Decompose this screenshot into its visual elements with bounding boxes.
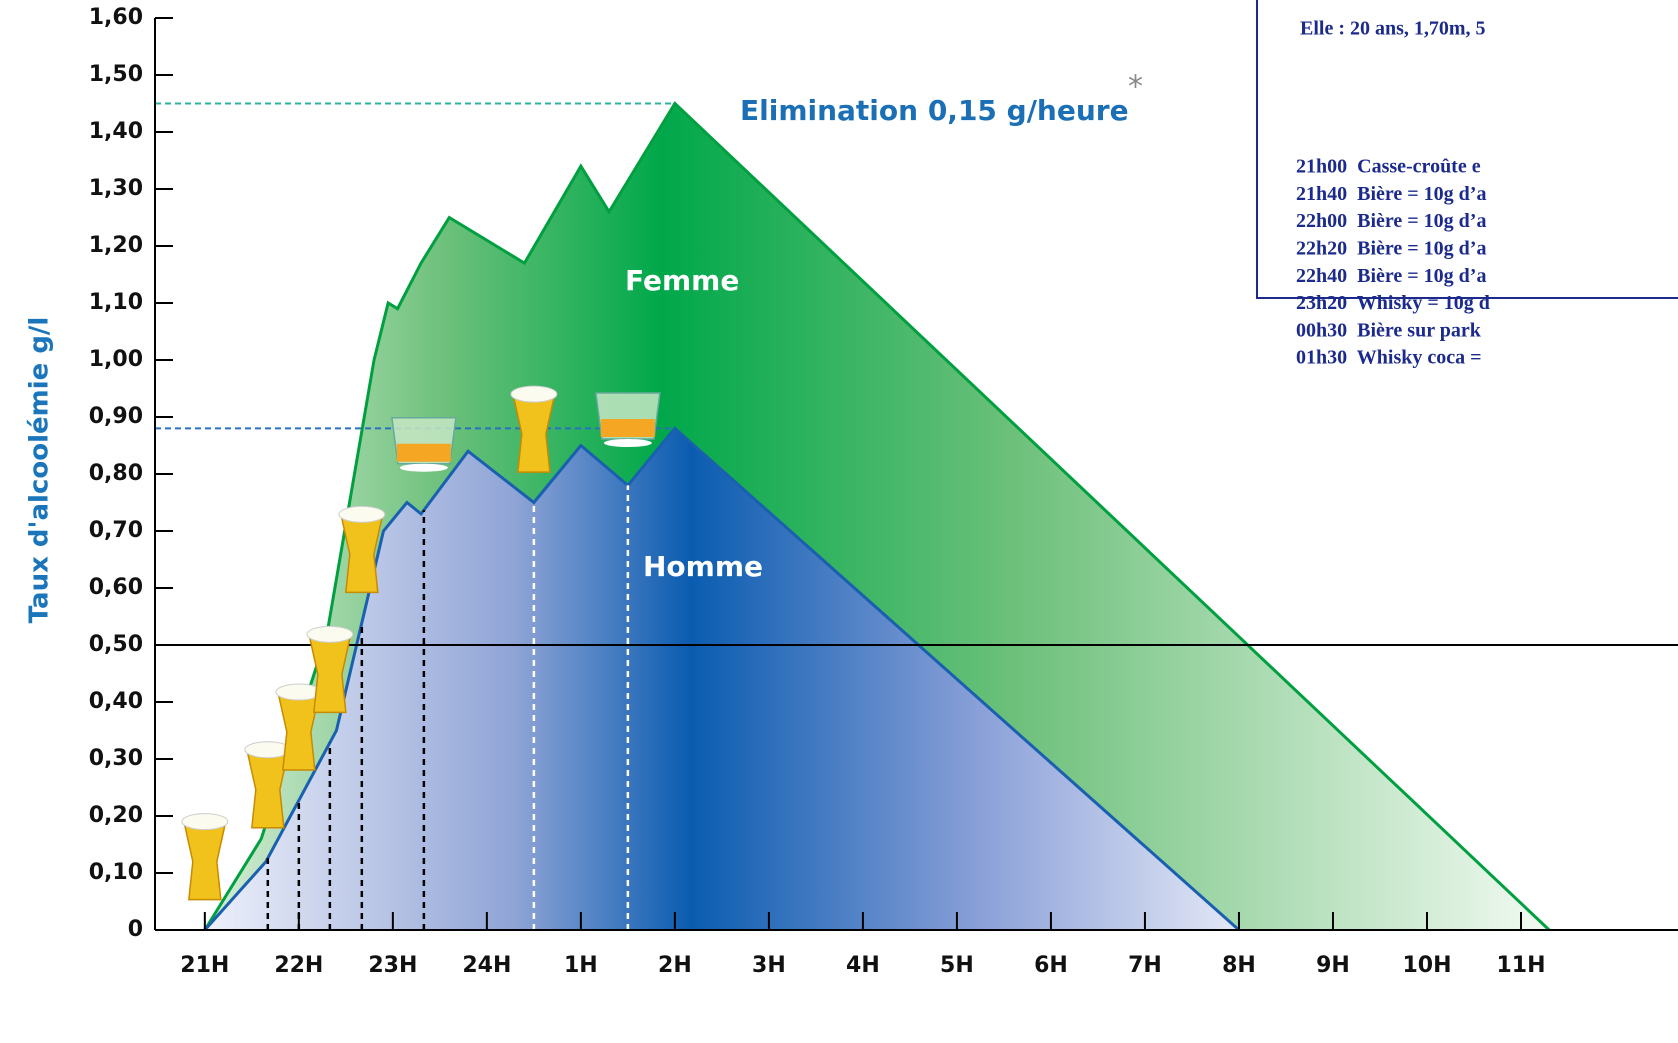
y-tick-label: 1,20 [89, 233, 143, 258]
y-tick-label: 0,30 [89, 746, 143, 771]
y-tick-label: 1,30 [89, 176, 143, 201]
glass-base [604, 439, 652, 447]
page: {"chart_data": { "type": "area", "y_labe… [0, 0, 1678, 1043]
x-tick-label: 7H [1128, 953, 1162, 978]
whisky-liquid [601, 419, 655, 437]
y-tick-label: 0,80 [89, 461, 143, 486]
annotation: Elimination 0,15 g/heure [740, 94, 1129, 127]
footnote-mark: * [1128, 70, 1143, 105]
x-tick-label: 4H [846, 953, 880, 978]
x-tick-label: 21H [180, 953, 229, 978]
x-tick-label: 3H [752, 953, 786, 978]
y-tick-label: 1,10 [89, 290, 143, 315]
y-tick-label: 1,00 [89, 347, 143, 372]
info-line: 23h20 Whisky = 10g d [1296, 292, 1490, 314]
beer-glass [185, 826, 225, 900]
info-line: 22h20 Bière = 10g d’a [1296, 237, 1486, 259]
info-line: 01h30 Whisky coca = [1296, 347, 1482, 369]
y-tick-label: 0,50 [89, 632, 143, 657]
x-tick-label: 10H [1402, 953, 1451, 978]
x-tick-label: 8H [1222, 953, 1256, 978]
x-tick-label: 22H [274, 953, 323, 978]
chart: Taux d'alcoolémie g/l Elimination 0,15 g… [0, 0, 1678, 1043]
y-tick-label: 1,40 [89, 119, 143, 144]
y-tick-label: 0,20 [89, 803, 143, 828]
whisky-liquid [397, 444, 451, 462]
series-label: Homme [643, 550, 763, 583]
series-label: Femme [625, 264, 739, 297]
info-line: 00h30 Bière sur park [1296, 319, 1482, 341]
x-tick-label: 2H [658, 953, 692, 978]
y-tick-label: 0,40 [89, 689, 143, 714]
x-tick-label: 11H [1496, 953, 1545, 978]
x-tick-label: 5H [940, 953, 974, 978]
beer-foam [339, 506, 385, 522]
y-tick-label: 0 [128, 917, 143, 942]
beer-foam [511, 386, 557, 402]
info-line: 21h40 Bière = 10g d’a [1296, 183, 1486, 205]
y-tick-label: 0,10 [89, 860, 143, 885]
info-header: Elle : 20 ans, 1,70m, 5 [1300, 18, 1486, 40]
x-tick-label: 24H [462, 953, 511, 978]
beer-foam [307, 626, 353, 642]
glass-base [400, 464, 448, 472]
x-tick-label: 23H [368, 953, 417, 978]
y-tick-label: 0,70 [89, 518, 143, 543]
x-tick-label: 9H [1316, 953, 1350, 978]
y-tick-label: 0,60 [89, 575, 143, 600]
y-tick-label: 0,90 [89, 404, 143, 429]
y-tick-label: 1,60 [89, 5, 143, 30]
y-tick-label: 1,50 [89, 62, 143, 87]
beer-foam [182, 814, 228, 830]
info-line: 22h40 Bière = 10g d’a [1296, 265, 1486, 287]
info-line: 22h00 Bière = 10g d’a [1296, 210, 1486, 232]
y-axis-label: Taux d'alcoolémie g/l [25, 317, 55, 624]
info-line: 21h00 Casse-croûte e [1296, 156, 1481, 178]
x-tick-label: 6H [1034, 953, 1068, 978]
x-tick-label: 1H [564, 953, 598, 978]
